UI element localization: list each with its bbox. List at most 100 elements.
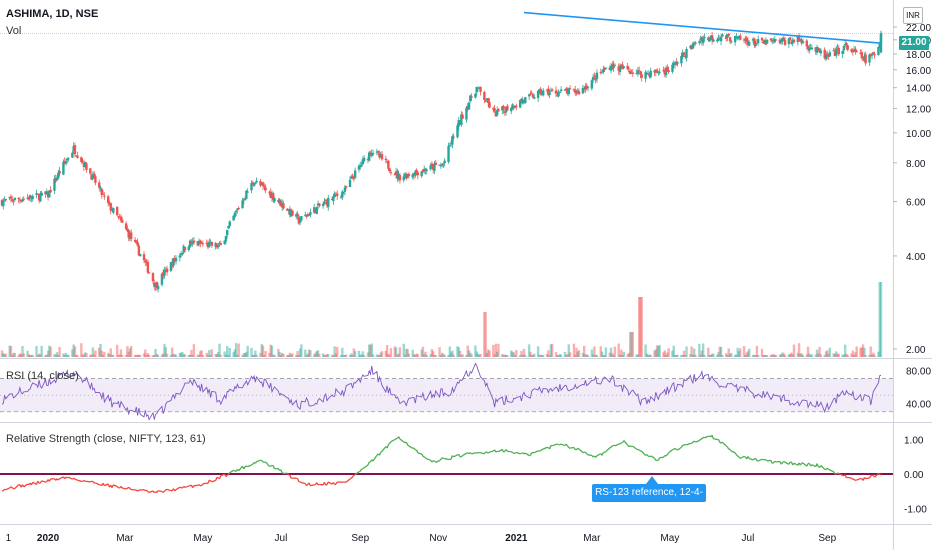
volume-bar bbox=[156, 354, 160, 357]
rs-line-segment bbox=[731, 450, 736, 454]
candle-body bbox=[707, 37, 710, 41]
candle-body bbox=[636, 70, 640, 75]
rs-line-segment bbox=[308, 482, 311, 486]
volume-bar bbox=[451, 350, 454, 357]
volume-bar bbox=[342, 354, 345, 357]
candle-body bbox=[333, 193, 336, 198]
volume-bar bbox=[200, 350, 203, 357]
candle-body bbox=[241, 200, 244, 209]
candle-body bbox=[412, 173, 416, 176]
volume-bar bbox=[117, 354, 120, 357]
candle-body bbox=[387, 161, 390, 169]
candle-body bbox=[264, 187, 267, 191]
volume-bar bbox=[815, 349, 819, 357]
candle-body bbox=[494, 111, 498, 117]
candle-body bbox=[559, 89, 563, 91]
volume-bar bbox=[608, 352, 611, 357]
volume-bar bbox=[146, 353, 150, 357]
candle-body bbox=[672, 63, 675, 66]
rs-line-segment bbox=[162, 490, 165, 493]
volume-bar bbox=[430, 348, 434, 357]
volume-bar bbox=[612, 354, 615, 357]
volume-bar bbox=[495, 351, 499, 357]
currency-button[interactable]: INR bbox=[903, 7, 923, 24]
volume-bar bbox=[64, 352, 68, 357]
volume-bar bbox=[691, 354, 695, 357]
rs-reference-annotation[interactable]: RS-123 reference, 12-4-2021 bbox=[592, 484, 706, 516]
volume-bar bbox=[223, 351, 226, 357]
candle-body bbox=[106, 196, 110, 204]
volume-bar bbox=[644, 344, 647, 357]
rs-line-segment bbox=[163, 489, 167, 492]
rs-line-segment bbox=[573, 447, 576, 450]
volume-bar bbox=[872, 352, 875, 357]
candle-body bbox=[75, 155, 78, 157]
candle-body bbox=[626, 65, 629, 70]
candle-body bbox=[82, 162, 86, 167]
candle-body bbox=[797, 36, 801, 42]
candle-body bbox=[64, 161, 68, 164]
rs-line-segment bbox=[128, 486, 131, 489]
volume-bar bbox=[98, 347, 101, 357]
rs-legend[interactable]: Relative Strength (close, NIFTY, 123, 61… bbox=[6, 433, 206, 445]
candle-body bbox=[397, 174, 400, 180]
rs-line-segment bbox=[458, 454, 461, 458]
candle-body bbox=[357, 165, 361, 170]
candle-body bbox=[361, 159, 365, 165]
volume-bar bbox=[30, 354, 33, 357]
volume-bar bbox=[851, 350, 855, 357]
volume-bar bbox=[735, 354, 738, 357]
candle-body bbox=[631, 72, 634, 75]
candle-body bbox=[504, 106, 508, 113]
volume-bar bbox=[307, 349, 311, 357]
volume-bar bbox=[188, 354, 192, 357]
rs-line-segment bbox=[851, 477, 854, 480]
candle-body bbox=[252, 184, 256, 187]
candle-body bbox=[192, 240, 196, 243]
candle-body bbox=[270, 194, 274, 198]
volume-bar bbox=[487, 349, 490, 357]
rs-line-segment bbox=[738, 456, 741, 459]
volume-bar bbox=[673, 354, 677, 357]
volume-bar bbox=[296, 351, 299, 357]
candle-body bbox=[717, 38, 720, 40]
volume-bar bbox=[542, 354, 545, 357]
candle-body bbox=[814, 47, 817, 52]
volume-bar bbox=[852, 354, 856, 357]
rs-line-segment bbox=[362, 467, 365, 470]
volume-bar bbox=[823, 354, 826, 357]
rs-line-segment bbox=[345, 478, 351, 483]
rs-line-segment bbox=[352, 474, 355, 478]
rs-line-segment bbox=[100, 484, 103, 487]
candle-body bbox=[836, 47, 839, 49]
rs-line-segment bbox=[421, 453, 424, 457]
rs-line-segment bbox=[657, 457, 661, 461]
candle-body bbox=[121, 219, 124, 223]
volume-legend[interactable]: Vol bbox=[6, 25, 22, 37]
volume-bar bbox=[828, 347, 832, 357]
rsi-legend[interactable]: RSI (14, close) bbox=[6, 370, 79, 382]
candle-body bbox=[772, 39, 775, 41]
volume-bar bbox=[739, 348, 742, 357]
candle-body bbox=[753, 38, 756, 46]
candle-body bbox=[746, 40, 750, 45]
rs-line-segment bbox=[354, 471, 360, 475]
volume-bar bbox=[681, 354, 684, 357]
volume-bar bbox=[808, 353, 811, 357]
candle-body bbox=[219, 243, 222, 246]
volume-bar bbox=[568, 352, 572, 357]
volume-bar bbox=[165, 353, 169, 357]
volume-bar bbox=[442, 353, 445, 357]
symbol-legend[interactable]: ASHIMA, 1D, NSE bbox=[6, 8, 99, 20]
candle-body bbox=[110, 209, 114, 212]
candle-body bbox=[306, 214, 309, 217]
candle-body bbox=[501, 106, 504, 111]
candle-body bbox=[545, 89, 549, 91]
candle-body bbox=[411, 174, 414, 178]
volume-bar bbox=[539, 354, 542, 357]
volume-bar bbox=[774, 355, 778, 357]
rs-line-segment bbox=[810, 464, 813, 467]
candle-body bbox=[424, 168, 427, 172]
volume-bar bbox=[385, 345, 389, 357]
